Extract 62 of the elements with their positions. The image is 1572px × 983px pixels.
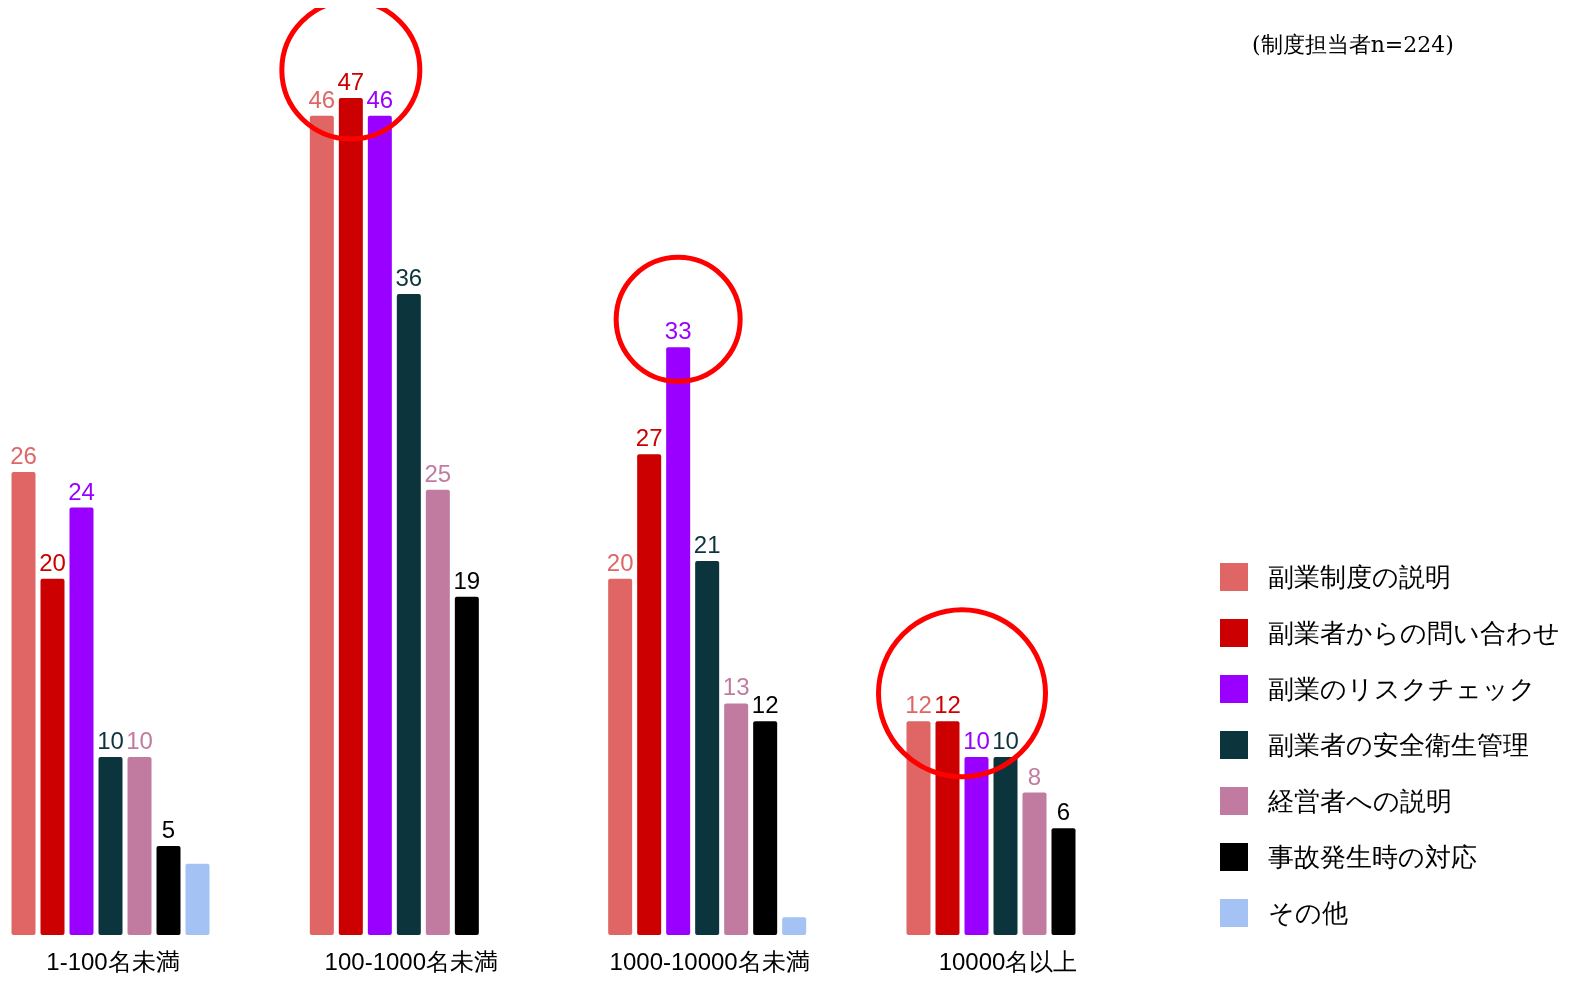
legend-label: 副業者の安全衛生管理 [1268,730,1529,760]
bar [156,845,181,935]
data-label: 5 [161,815,176,843]
bar [993,756,1018,935]
bar [935,721,960,935]
bar [367,115,392,935]
bar [425,489,450,935]
legend-label: その他 [1268,898,1348,928]
legend-label: 副業者からの問い合わせ [1268,618,1560,648]
data-label: 8 [1027,762,1042,790]
data-label: 46 [366,85,394,113]
bar [185,863,210,935]
data-label: 10 [992,726,1019,754]
bar [309,115,334,935]
data-label: 10 [126,726,153,754]
legend-label: 事故発生時の対応 [1268,842,1477,872]
x-tick-label: 10000名以上 [938,948,1078,975]
data-label: 6 [1056,798,1071,826]
bar [964,756,989,935]
data-label: 47 [337,68,365,95]
data-label: 10 [963,726,990,754]
x-tick-label: 1000-10000名未満 [609,948,810,975]
data-label: 26 [10,441,37,469]
data-label: 12 [905,691,932,719]
data-label: 27 [635,424,663,452]
bar [127,756,152,935]
bar [40,578,65,935]
bar [1022,792,1047,935]
bar [695,561,720,935]
bar [69,507,94,935]
legend-label: 副業のリスクチェック [1268,674,1536,704]
bar [666,347,691,935]
bar [396,293,421,935]
x-tick-label: 100-1000名未満 [324,948,499,975]
bar [782,917,807,935]
bar [724,703,749,935]
data-label: 25 [424,459,452,487]
data-label: 12 [934,691,961,719]
bar [454,596,479,935]
text: (制度担当者n=224) [1252,32,1454,57]
bar [11,471,36,935]
data-label: 20 [606,548,634,576]
data-label: 21 [693,531,721,559]
bar [637,454,662,935]
data-label: 10 [97,726,124,754]
bar [1051,828,1076,935]
data-label: 20 [39,548,66,576]
bar [753,721,778,935]
bar [338,98,363,935]
bar [608,578,633,935]
data-label: 33 [664,317,692,345]
data-label: 46 [308,85,336,113]
data-label: 36 [395,263,423,291]
legend-label: 副業制度の説明 [1268,562,1451,592]
data-label: 19 [453,566,481,594]
bar [98,756,123,935]
data-label: 13 [722,673,750,701]
data-label: 24 [68,477,95,505]
data-label: 12 [751,691,779,719]
legend-label: 経営者への説明 [1267,786,1452,816]
x-tick-label: 1-100名未満 [46,948,180,975]
bar [906,721,931,935]
